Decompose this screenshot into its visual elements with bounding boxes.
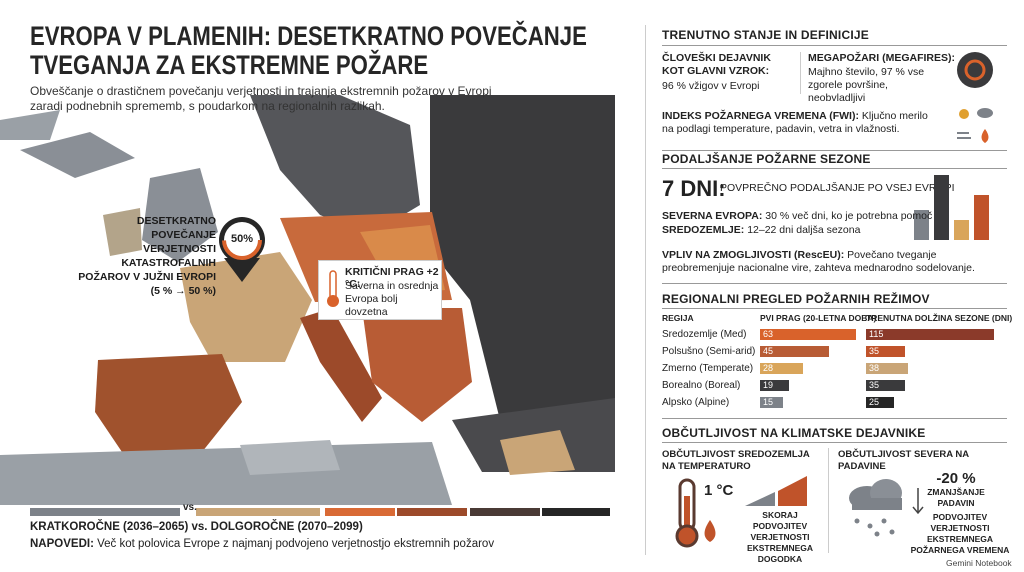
season-bar	[866, 346, 905, 357]
pvi-bar	[760, 329, 856, 340]
rule	[662, 168, 1007, 169]
title: EVROPA V PLAMENIH: DESETKRATNO POVEČANJE	[30, 21, 587, 51]
south-callout: DESETKRATNO POVEČANJE VERJETNOSTI KATAST…	[78, 215, 216, 297]
season-value: 115	[869, 329, 884, 339]
map-pin	[219, 217, 265, 282]
thermometer-icon	[327, 270, 339, 307]
brand: Gemini Notebook	[946, 558, 1012, 568]
legend-note-text: Več kot polovica Evrope z najmanj podvoj…	[97, 538, 495, 550]
weather-icons	[957, 108, 993, 143]
north-value: -20 %	[936, 470, 976, 487]
north-text: 30 % več dni, ko je potrebna pomoč	[765, 210, 933, 222]
season-bar	[866, 380, 905, 391]
north: SEVERNA EVROPA: 30 % več dni, ko je potr…	[662, 210, 932, 223]
column-header: REGIJA	[662, 313, 694, 323]
threshold-box: KRITIČNI PRAG +2 °C: Saverna in osrednja…	[318, 260, 442, 320]
pvi-value: 19	[763, 380, 774, 390]
med-text: 12–22 dni daljša sezona	[747, 224, 861, 236]
megafire-icon	[957, 52, 993, 88]
mega-title: MEGAPOŽARI (MEGAFIRES):	[808, 52, 955, 64]
region-name: Borealno (Boreal)	[662, 380, 741, 391]
season-value: 35	[869, 346, 880, 356]
pvi-value: 28	[763, 363, 774, 373]
region-name: Sredozemlje (Med)	[662, 329, 747, 340]
med: SREDOZEMLJE: 12–22 dni daljša sezona	[662, 224, 860, 237]
human-text: 96 % vžigov v Evropi	[662, 80, 760, 92]
season-bar	[866, 397, 894, 408]
legend-separator: vs.	[183, 502, 197, 513]
section-heading: TRENUTNO STANJE IN DEFINICIJE	[662, 28, 869, 42]
mega-text: Majhno število, 97 % vse zgorele površin…	[808, 66, 925, 104]
badge: 50%	[230, 233, 254, 245]
med-value: 1 °C	[704, 482, 734, 499]
pvi-value: 63	[763, 329, 774, 339]
threshold-title: KRITIČNI PRAG +2 °C:	[345, 266, 439, 290]
rule	[662, 442, 1007, 443]
rain-icon	[849, 479, 924, 537]
north-note: PODVOJITEV VERJETNOSTI EKSTREMNEGA POŽAR…	[910, 512, 1010, 555]
threshold-text: Saverna in osrednja Evropa bolj dovzetna	[345, 280, 439, 318]
region-name: Alpsko (Alpine)	[662, 397, 730, 408]
regional-table: REGIJA PVI PRAG (20-LETNA DOBA) TRENUTNA D…	[662, 313, 1012, 413]
rescue: VPLIV NA ZMOGLJIVOSTI (RescEU): Povečano…	[662, 249, 1002, 275]
headline-text: POVPREČNO PODALJŠANJE PO VSEJ EVROPI	[720, 182, 955, 194]
north-sensitivity-title: OBČUTLJIVOST SEVERA NA PADAVINE	[838, 449, 969, 472]
fwi-text: Ključno merilo na podlagi temperature, p…	[662, 110, 928, 135]
legend-note-label: NAPOVEDI:	[30, 538, 94, 550]
rule	[662, 418, 1007, 419]
map-regions	[0, 95, 615, 505]
pvi-bar	[760, 363, 803, 374]
section-heading: REGIONALNI PREGLED POŽARNIH REŽIMOV	[662, 292, 930, 306]
increase-icon	[745, 476, 807, 506]
med-label: SREDOZEMLJE:	[662, 224, 745, 236]
divider	[828, 448, 829, 553]
pvi-bar	[760, 380, 789, 391]
rule	[662, 150, 1007, 151]
headline-value: 7 DNI:	[662, 176, 726, 201]
season-bars-icon	[914, 175, 989, 240]
divider	[800, 52, 801, 94]
pvi-bar	[760, 346, 829, 357]
section-heading: OBČUTLJIVOST NA KLIMATSKE DEJAVNIKE	[662, 426, 926, 440]
north-label: SEVERNA EVROPA:	[662, 210, 763, 222]
legend-scale	[30, 508, 610, 516]
rescue-text: Povečano tveganje preobremenjuje naciona…	[662, 249, 975, 274]
season-value: 25	[869, 397, 880, 407]
legend-periods: KRATKOROČNE (2036–2065) vs. DOLGOROČNE (…	[30, 521, 363, 533]
region-name: Polsušno (Semi-arid)	[662, 346, 756, 357]
north-value-label: ZMANJŠANJE PADAVIN	[927, 487, 985, 508]
med-note: SKORAJ PODVOJITEV VERJETNOSTI EKSTREMNEG…	[746, 510, 814, 564]
fwi-title: INDEKS POŽARNEGA VREMENA (FWI):	[662, 110, 859, 122]
rule	[662, 283, 1007, 284]
pvi-value: 15	[763, 397, 774, 407]
rescue-label: VPLIV NA ZMOGLJIVOSTI (RescEU):	[662, 249, 845, 261]
subtitle: Obveščanje o drastičnem povečanju verjet…	[30, 84, 492, 113]
season-value: 35	[869, 380, 880, 390]
column-header: PVI PRAG (20-LETNA DOBA)	[760, 313, 877, 323]
season-bar	[866, 329, 994, 340]
section-heading: PODALJŠANJE POŽARNE SEZONE	[662, 152, 871, 166]
column-header: TRENUTNA DOLŽINA SEZONE (DNI)	[866, 313, 1013, 323]
rule	[662, 45, 1007, 46]
fwi: INDEKS POŽARNEGA VREMENA (FWI): Ključno …	[662, 110, 942, 136]
human-title: ČLOVEŠKI DEJAVNIK KOT GLAVNI VZROK:	[662, 52, 771, 77]
pvi-value: 45	[763, 346, 774, 356]
pvi-bar	[760, 397, 783, 408]
title: TVEGANJA ZA EKSTREMNE POŽARE	[30, 50, 429, 80]
legend-note: NAPOVEDI: Več kot polovica Evrope z najm…	[30, 538, 494, 550]
season-bar	[866, 363, 909, 374]
divider	[645, 25, 646, 555]
season-value: 38	[869, 363, 880, 373]
thermometer-fire-icon	[675, 478, 716, 548]
rule	[662, 308, 1007, 309]
region-name: Zmerno (Temperate)	[662, 363, 754, 374]
med-sensitivity-title: OBČUTLJIVOST SREDOZEMLJA NA TEMPERATURO	[662, 449, 810, 472]
